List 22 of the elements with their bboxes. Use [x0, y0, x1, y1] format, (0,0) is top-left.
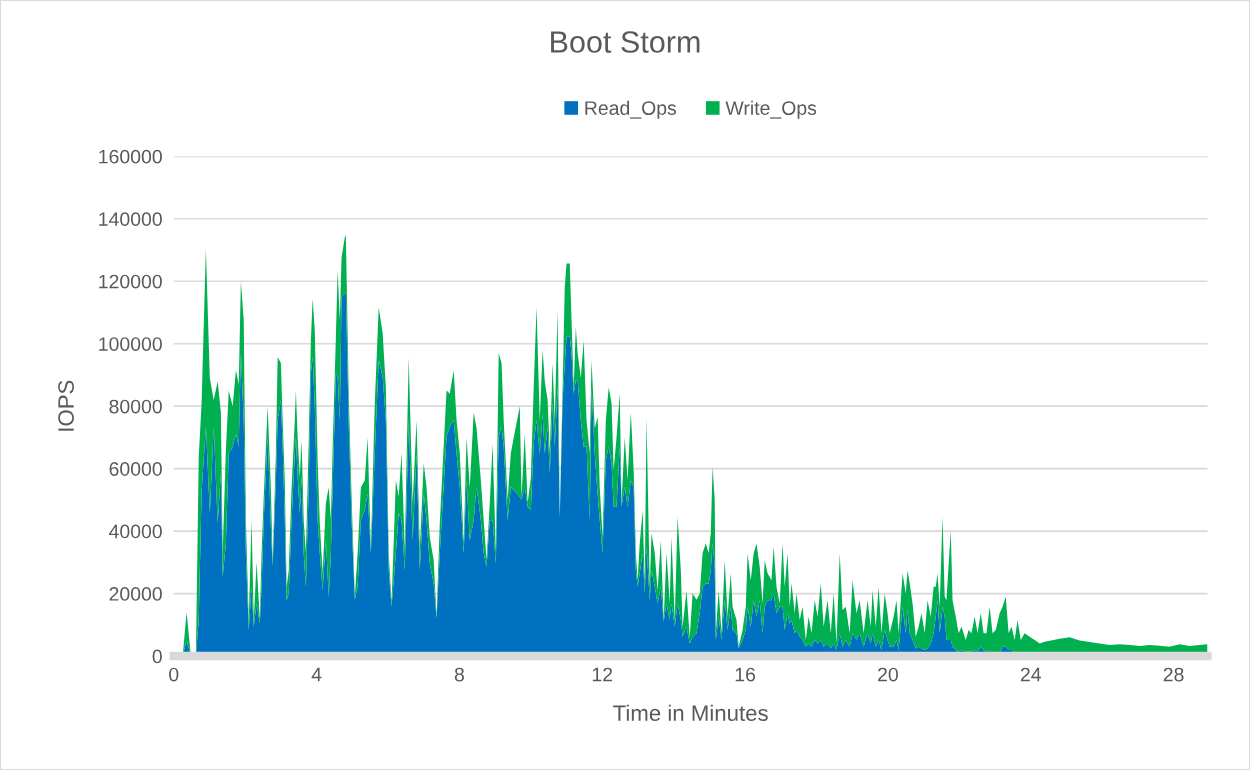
y-tick-label: 60000	[109, 462, 162, 476]
x-axis-title: Time in Minutes	[613, 704, 768, 722]
x-tick-label: 24	[1020, 667, 1041, 682]
x-tick-label: 12	[592, 667, 613, 682]
legend-label: Read_Ops	[585, 100, 677, 119]
chart-title: Boot Storm	[551, 31, 700, 53]
y-tick-label: 100000	[99, 337, 162, 351]
x-tick-label: 20	[878, 667, 898, 682]
y-axis-title: IOPS	[58, 380, 74, 431]
x-tick-label: 0	[169, 667, 179, 682]
y-tick-label: 0	[152, 649, 162, 664]
x-tick-label: 16	[735, 667, 756, 682]
y-tick-label: 140000	[99, 212, 162, 227]
y-tick-label: 20000	[109, 587, 162, 601]
y-tick-label: 120000	[99, 274, 162, 289]
legend-label: Write_Ops	[725, 100, 817, 119]
x-tick-label: 4	[311, 667, 322, 682]
x-tick-label: 28	[1163, 667, 1184, 682]
y-tick-label: 40000	[109, 524, 162, 539]
y-tick-label: 160000	[99, 149, 162, 164]
y-tick-label: 80000	[109, 399, 162, 414]
x-tick-label: 8	[454, 667, 464, 682]
